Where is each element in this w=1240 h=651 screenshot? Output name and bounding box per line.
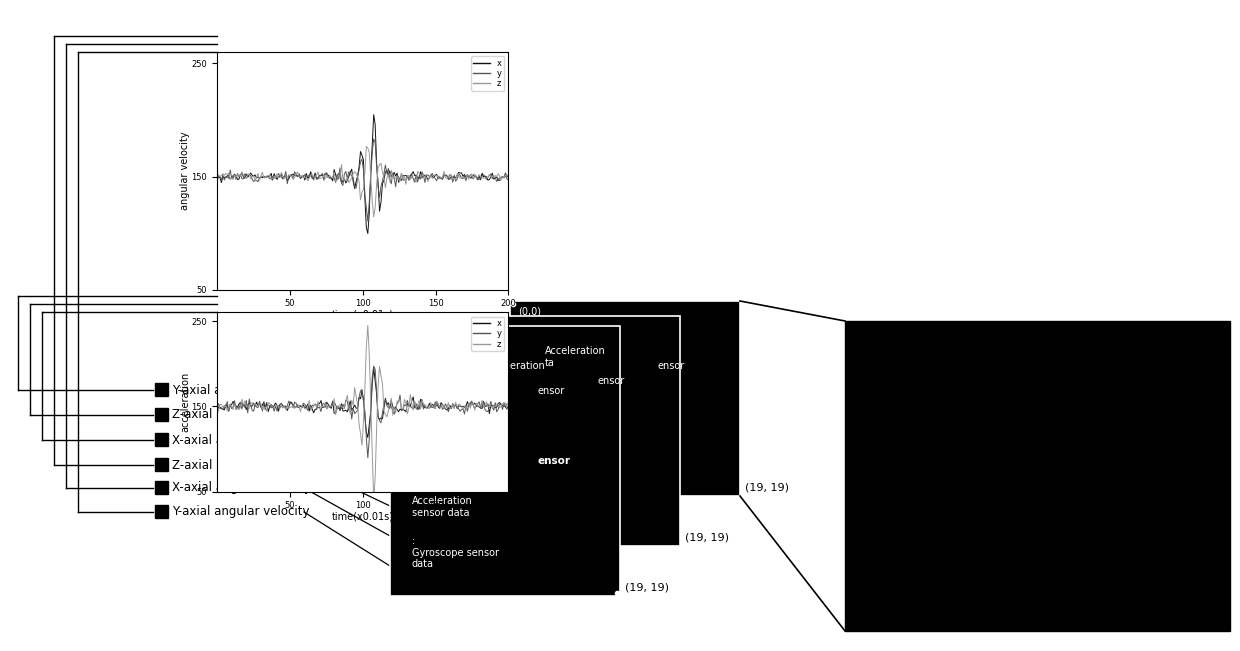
Bar bbox=[391, 326, 620, 596]
Text: ensor: ensor bbox=[658, 361, 686, 371]
Text: Acceleration
ta: Acceleration ta bbox=[485, 361, 546, 383]
Y-axis label: acceleration: acceleration bbox=[180, 372, 190, 432]
Bar bbox=[155, 433, 167, 446]
Text: ensor: ensor bbox=[598, 376, 625, 386]
Text: X-axial acceleration: X-axial acceleration bbox=[172, 434, 289, 447]
Text: ensor: ensor bbox=[538, 456, 570, 466]
Text: Acceleration
ta: Acceleration ta bbox=[412, 431, 495, 459]
Text: :
Gyroscope sensor
data: : Gyroscope sensor data bbox=[412, 536, 498, 569]
Text: (0,0): (0,0) bbox=[518, 306, 541, 316]
Text: Acceleration
ta: Acceleration ta bbox=[546, 346, 606, 368]
Y-axis label: angular velocity: angular velocity bbox=[180, 132, 190, 210]
Bar bbox=[510, 301, 740, 496]
Bar bbox=[844, 321, 1230, 631]
Bar bbox=[155, 383, 167, 396]
X-axis label: time(x0.01s): time(x0.01s) bbox=[332, 512, 394, 521]
Text: (19, 19): (19, 19) bbox=[684, 533, 729, 543]
Text: (0,0): (0,0) bbox=[458, 321, 481, 331]
Text: Acceleration
ta: Acceleration ta bbox=[425, 371, 486, 393]
Text: Z-axial angular velocity: Z-axial angular velocity bbox=[172, 458, 311, 471]
Text: (19, 19): (19, 19) bbox=[745, 483, 789, 493]
Text: ensor: ensor bbox=[538, 386, 565, 396]
Text: Y-axial acceleration: Y-axial acceleration bbox=[172, 383, 286, 396]
Bar bbox=[450, 316, 680, 546]
Text: Y-axial angular velocity: Y-axial angular velocity bbox=[172, 505, 310, 518]
Bar bbox=[155, 458, 167, 471]
Text: Acceleration
sensor data: Acceleration sensor data bbox=[412, 496, 472, 518]
Text: (0,0): (0,0) bbox=[398, 331, 422, 341]
Bar bbox=[155, 481, 167, 494]
Text: X-axial angular velocity: X-axial angular velocity bbox=[172, 482, 311, 495]
Legend: x, y, z: x, y, z bbox=[471, 316, 505, 351]
Bar bbox=[155, 505, 167, 518]
Bar bbox=[155, 408, 167, 421]
Text: Z-axial acceleration: Z-axial acceleration bbox=[172, 408, 289, 421]
Legend: x, y, z: x, y, z bbox=[471, 56, 505, 90]
X-axis label: time(x0.01s): time(x0.01s) bbox=[332, 310, 394, 320]
Text: (19, 19): (19, 19) bbox=[625, 583, 670, 593]
